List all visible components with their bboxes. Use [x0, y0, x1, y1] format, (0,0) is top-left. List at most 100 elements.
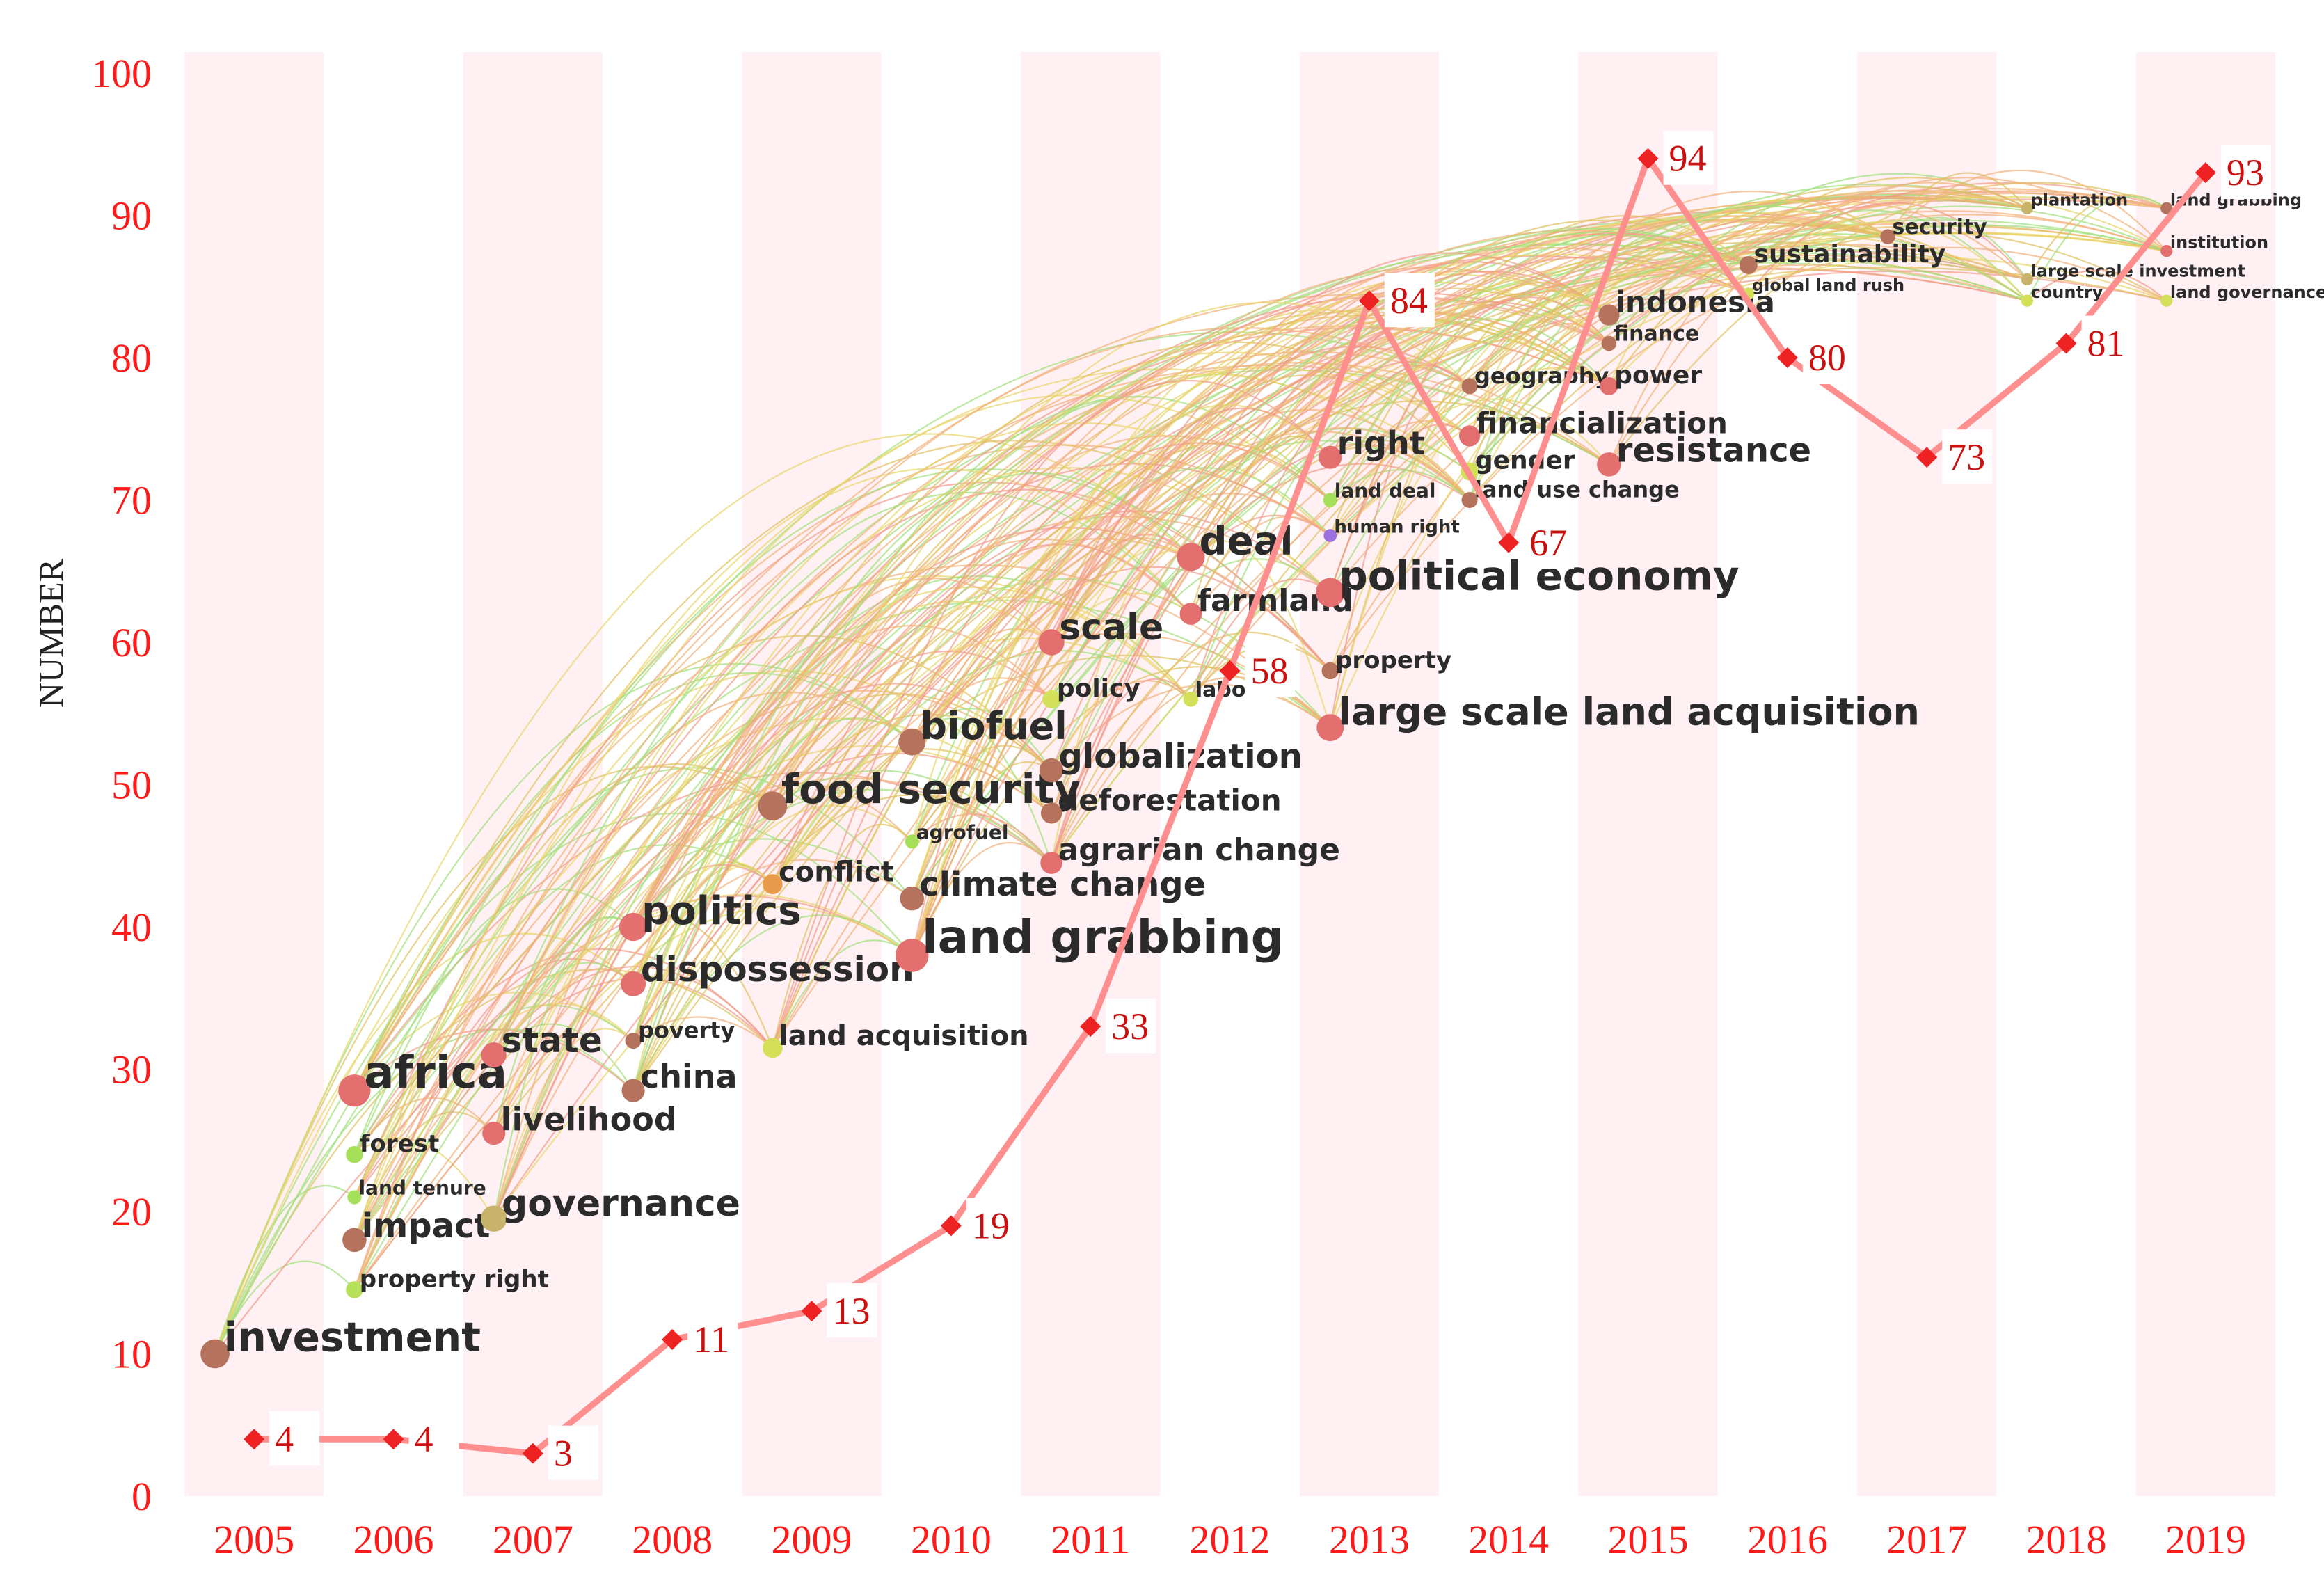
keyword-node — [1040, 802, 1062, 824]
y-tick-label: 40 — [111, 905, 152, 950]
keyword-link — [214, 600, 1331, 1355]
keyword-node — [347, 1190, 362, 1205]
keyword-link — [353, 767, 913, 1091]
keyword-link — [1469, 246, 1749, 387]
keyword-label: human right — [1334, 517, 1460, 538]
data-label-box — [687, 1312, 738, 1367]
keyword-label: climate change — [919, 865, 1206, 904]
data-point — [522, 1443, 543, 1464]
keyword-label: power — [1614, 361, 1702, 390]
keyword-link — [353, 394, 1331, 1241]
keyword-label: state — [502, 1020, 603, 1060]
keyword-link — [632, 395, 1331, 1091]
keyword-link — [353, 1004, 634, 1198]
keyword-label: land governance — [2170, 283, 2324, 302]
keyword-label: land grabbing — [922, 910, 1284, 964]
keyword-link — [1329, 215, 1749, 501]
keyword-label: china — [640, 1058, 738, 1095]
keyword-link — [353, 268, 2028, 1198]
keyword-link — [1329, 233, 1749, 501]
keyword-link — [772, 442, 1331, 1049]
data-point — [1080, 1016, 1101, 1038]
keyword-node — [1183, 692, 1199, 707]
keyword-node — [763, 874, 783, 895]
keyword-label: land tenure — [358, 1177, 486, 1200]
keyword-link — [493, 466, 1331, 1056]
data-point — [383, 1429, 404, 1450]
keyword-node — [2021, 202, 2034, 214]
keyword-node — [763, 1038, 783, 1058]
keyword-link — [772, 218, 1888, 1049]
data-label-box — [1802, 330, 1853, 384]
keyword-node — [2160, 202, 2173, 214]
y-tick-label: 30 — [111, 1047, 152, 1093]
keyword-link — [911, 193, 2028, 899]
keyword-link — [632, 866, 774, 1091]
keyword-link — [772, 301, 1470, 807]
keyword-node — [346, 1281, 363, 1298]
keyword-node — [898, 728, 926, 756]
y-tick-label: 90 — [111, 193, 152, 239]
keyword-node — [2021, 273, 2034, 286]
keyword-node — [1319, 445, 1342, 469]
keyword-label: livelihood — [501, 1101, 677, 1138]
keyword-label: land use change — [1474, 477, 1680, 503]
keyword-label: security — [1893, 215, 1988, 239]
data-label: 19 — [972, 1205, 1010, 1246]
keyword-node — [621, 1079, 645, 1102]
keyword-node — [900, 886, 925, 911]
keyword-node — [482, 1121, 506, 1145]
data-label: 81 — [2087, 323, 2125, 365]
x-tick-label: 2016 — [1747, 1517, 1828, 1562]
keyword-link — [493, 788, 774, 1219]
x-tick-label: 2008 — [632, 1517, 713, 1562]
keyword-label: country — [2031, 283, 2103, 302]
keyword-label: land acquisition — [779, 1020, 1029, 1052]
keyword-link — [632, 914, 774, 1049]
keyword-node — [1458, 425, 1481, 447]
keyword-link — [911, 256, 1749, 956]
keyword-link — [772, 939, 913, 1049]
keyword-node — [895, 939, 929, 972]
keyword-label: finance — [1614, 322, 1699, 347]
keyword-link — [772, 214, 1888, 885]
keyword-link — [1329, 378, 1470, 728]
keyword-label: right — [1337, 424, 1425, 462]
keyword-link — [1329, 364, 1470, 458]
keyword-label: agrarian change — [1058, 832, 1340, 868]
keyword-link — [1887, 169, 2167, 252]
keyword-link — [353, 468, 1331, 1155]
data-label-box — [966, 1198, 1017, 1253]
keyword-label: scale — [1059, 607, 1163, 649]
data-label-box — [1524, 514, 1575, 569]
keyword-link — [1329, 210, 1888, 729]
y-tick-label: 60 — [111, 620, 152, 665]
x-tick-label: 2014 — [1468, 1517, 1549, 1562]
y-axis-label: NUMBER — [31, 558, 70, 708]
data-label: 3 — [554, 1433, 573, 1475]
keyword-link — [632, 1016, 774, 1049]
keyword-link — [1051, 546, 1192, 700]
keyword-link — [1608, 176, 2028, 387]
x-axis: 2005 2006 2007 2008 2009 2010 2011 2012 2013 2014… — [214, 1517, 2246, 1562]
keyword-link — [1747, 202, 2028, 294]
keyword-link — [911, 467, 1331, 842]
keyword-link — [911, 256, 2028, 842]
x-tick-label: 2005 — [214, 1517, 294, 1562]
keyword-node — [1880, 229, 1895, 244]
keyword-node — [1323, 493, 1337, 507]
keyword-link — [911, 404, 1331, 899]
data-label: 4 — [415, 1418, 433, 1460]
keyword-link — [632, 601, 1052, 1041]
keyword-link — [1469, 223, 2028, 437]
x-tick-label: 2011 — [1051, 1517, 1130, 1562]
y-tick-label: 50 — [111, 763, 152, 808]
x-tick-label: 2006 — [353, 1517, 434, 1562]
data-point — [1637, 148, 1659, 169]
keyword-link — [353, 219, 1888, 1091]
keyword-link — [1887, 216, 2028, 280]
keyword-label: dispossession — [641, 949, 914, 990]
keyword-link — [632, 578, 1052, 985]
keyword-node — [619, 912, 648, 942]
keyword-link — [1051, 443, 1470, 864]
